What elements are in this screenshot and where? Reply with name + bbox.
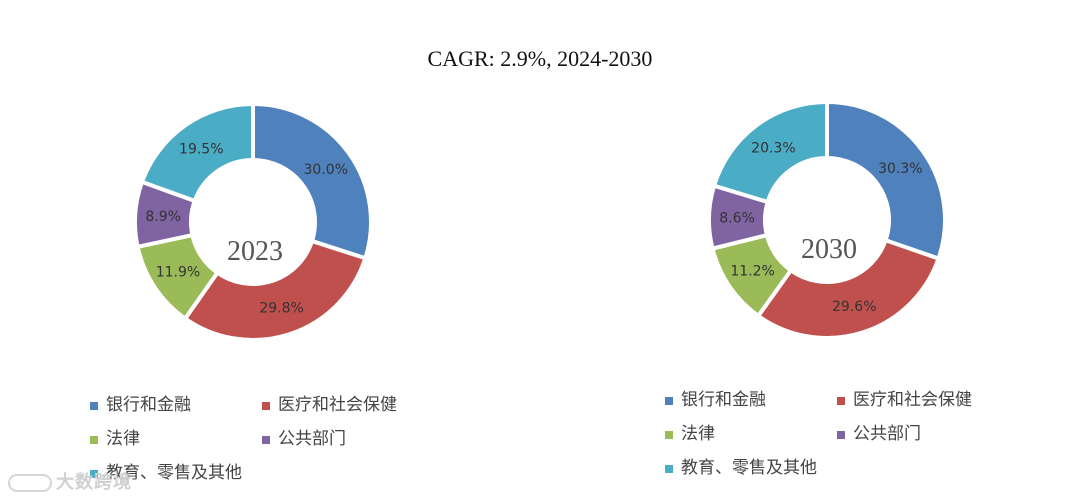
slice-2030-4 (711, 99, 829, 205)
legend-swatch (262, 401, 270, 410)
legend-item-1: 医疗和社会保健 (262, 390, 397, 415)
data-label-2023-4: 19.5% (179, 141, 223, 157)
legend-item-0: 银行和金融 (665, 385, 766, 410)
legend-label: 教育、零售及其他 (681, 458, 817, 477)
data-label-2023-0: 30.0% (304, 162, 348, 178)
legend-label: 公共部门 (853, 424, 921, 443)
data-label-2030-4: 20.3% (751, 141, 795, 157)
legend-label: 法律 (106, 429, 140, 448)
legend-item-1: 医疗和社会保健 (837, 385, 972, 410)
watermark-logo-icon (8, 474, 52, 493)
legend-item-3: 公共部门 (262, 424, 346, 449)
legend-item-2: 法律 (90, 424, 140, 449)
legend-label: 医疗和社会保健 (853, 390, 972, 409)
legend-label: 法律 (681, 424, 715, 443)
data-label-2023-2: 11.9% (156, 265, 200, 281)
slice-2030-0 (825, 99, 947, 262)
data-label-2030-1: 29.6% (832, 299, 876, 315)
legend-label: 公共部门 (278, 429, 346, 448)
legend-swatch (90, 435, 98, 444)
slice-2023-4 (139, 101, 255, 204)
center-label-2023: 2023 (227, 236, 283, 267)
legend-swatch (665, 430, 673, 439)
data-label-2030-3: 8.6% (719, 211, 755, 227)
watermark: 大数跨境 (8, 468, 132, 494)
legend-item-4: 教育、零售及其他 (90, 458, 242, 483)
data-label-2030-2: 11.2% (730, 264, 774, 280)
legend-swatch (262, 435, 270, 444)
legend-item-0: 银行和金融 (90, 390, 191, 415)
data-label-2030-0: 30.3% (878, 161, 922, 177)
legend-label: 银行和金融 (106, 395, 191, 414)
slice-2030-1 (755, 237, 942, 340)
legend-item-4: 教育、零售及其他 (665, 453, 817, 478)
slice-2023-0 (251, 101, 373, 261)
legend-swatch (665, 396, 673, 405)
legend-label: 医疗和社会保健 (278, 395, 397, 414)
legend-label: 教育、零售及其他 (106, 463, 242, 482)
legend-item-3: 公共部门 (837, 419, 921, 444)
data-label-2023-3: 8.9% (145, 209, 181, 225)
legend-swatch (90, 469, 98, 478)
legend-swatch (90, 401, 98, 410)
legend-swatch (665, 464, 673, 473)
legend-item-2: 法律 (665, 419, 715, 444)
watermark-text: 大数跨境 (56, 472, 132, 492)
center-label-2030: 2030 (801, 234, 857, 265)
legend-swatch (837, 396, 845, 405)
legend-swatch (837, 430, 845, 439)
slice-2023-1 (182, 238, 368, 342)
data-label-2023-1: 29.8% (259, 300, 303, 316)
legend-label: 银行和金融 (681, 390, 766, 409)
chart-title: CAGR: 2.9%, 2024-2030 (427, 46, 653, 71)
